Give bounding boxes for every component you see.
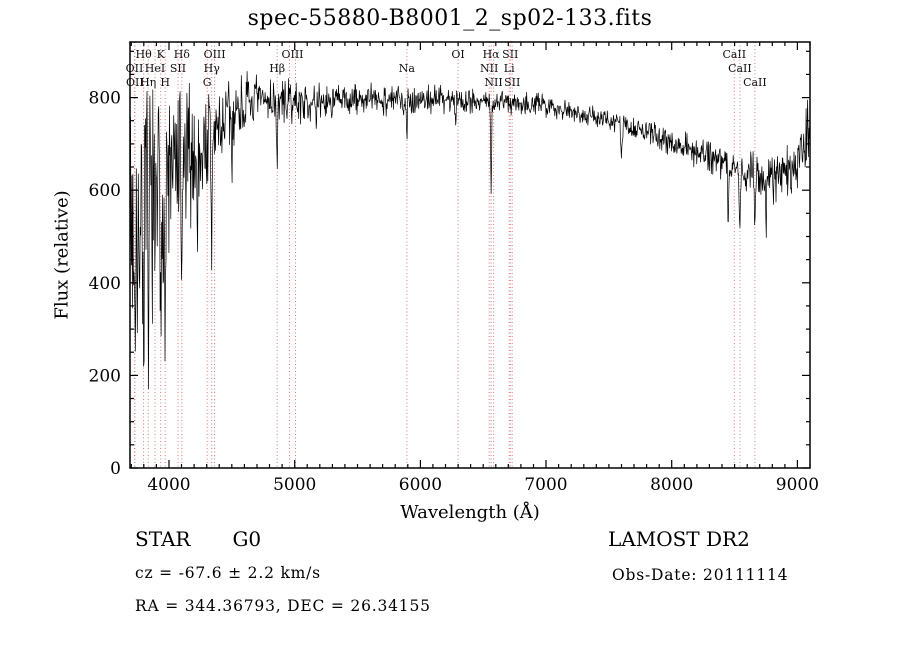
marker-label: Na [399,62,416,75]
object-subclass: G0 [232,527,262,551]
marker-label: Hβ [269,62,285,75]
marker-label: H [160,76,170,89]
x-axis-label: Wavelength (Å) [400,502,540,523]
tick-labels: 4000 5000 6000 7000 8000 9000 0 200 400 600 800 [89,89,819,495]
marker-label: CaII [743,76,767,89]
marker-label: Hα [483,48,501,61]
marker-label: Hθ [135,48,152,61]
marker-label: Hγ [204,62,221,75]
y-tick-label: 200 [89,366,121,386]
spectrum-line [129,71,811,390]
object-class: STAR [135,527,191,551]
x-tick-label: 5000 [273,475,316,495]
marker-label: CaII [728,62,752,75]
axis-ticks [130,42,811,469]
marker-label: Hδ [174,48,191,61]
y-axis-label: Flux (relative) [51,190,73,320]
marker-label: OIII [281,48,303,61]
y-tick-label: 400 [89,274,121,294]
classification-line: STAR G0 [135,527,261,551]
ra-dec-value: RA = 344.36793, DEC = 26.34155 [135,597,431,615]
y-tick-label: 600 [89,181,121,201]
plot-title: spec-55880-B8001_2_sp02-133.fits [247,6,653,31]
marker-label: SII [502,48,518,61]
marker-label: G [203,76,212,89]
x-tick-label: 7000 [524,475,567,495]
cz-value: cz = -67.6 ± 2.2 km/s [135,564,321,582]
marker-label: Hη [140,76,156,89]
marker-label: CaII [722,48,746,61]
x-tick-label: 8000 [650,475,693,495]
marker-label: K [157,48,166,61]
marker-label: HeI [145,62,165,75]
x-tick-label: 4000 [147,475,190,495]
marker-label: SII [504,76,520,89]
marker-label: OI [451,48,464,61]
y-tick-label: 800 [89,89,121,109]
x-tick-label: 6000 [399,475,442,495]
marker-label: Li [504,62,515,75]
y-tick-label: 0 [110,459,121,479]
marker-label: NII [480,62,498,75]
marker-label: SII [170,62,186,75]
obs-date: Obs-Date: 20111114 [612,566,789,584]
x-tick-label: 9000 [776,475,819,495]
marker-label: OIII [204,48,226,61]
marker-label: NII [484,76,502,89]
survey-label: LAMOST DR2 [608,527,750,551]
